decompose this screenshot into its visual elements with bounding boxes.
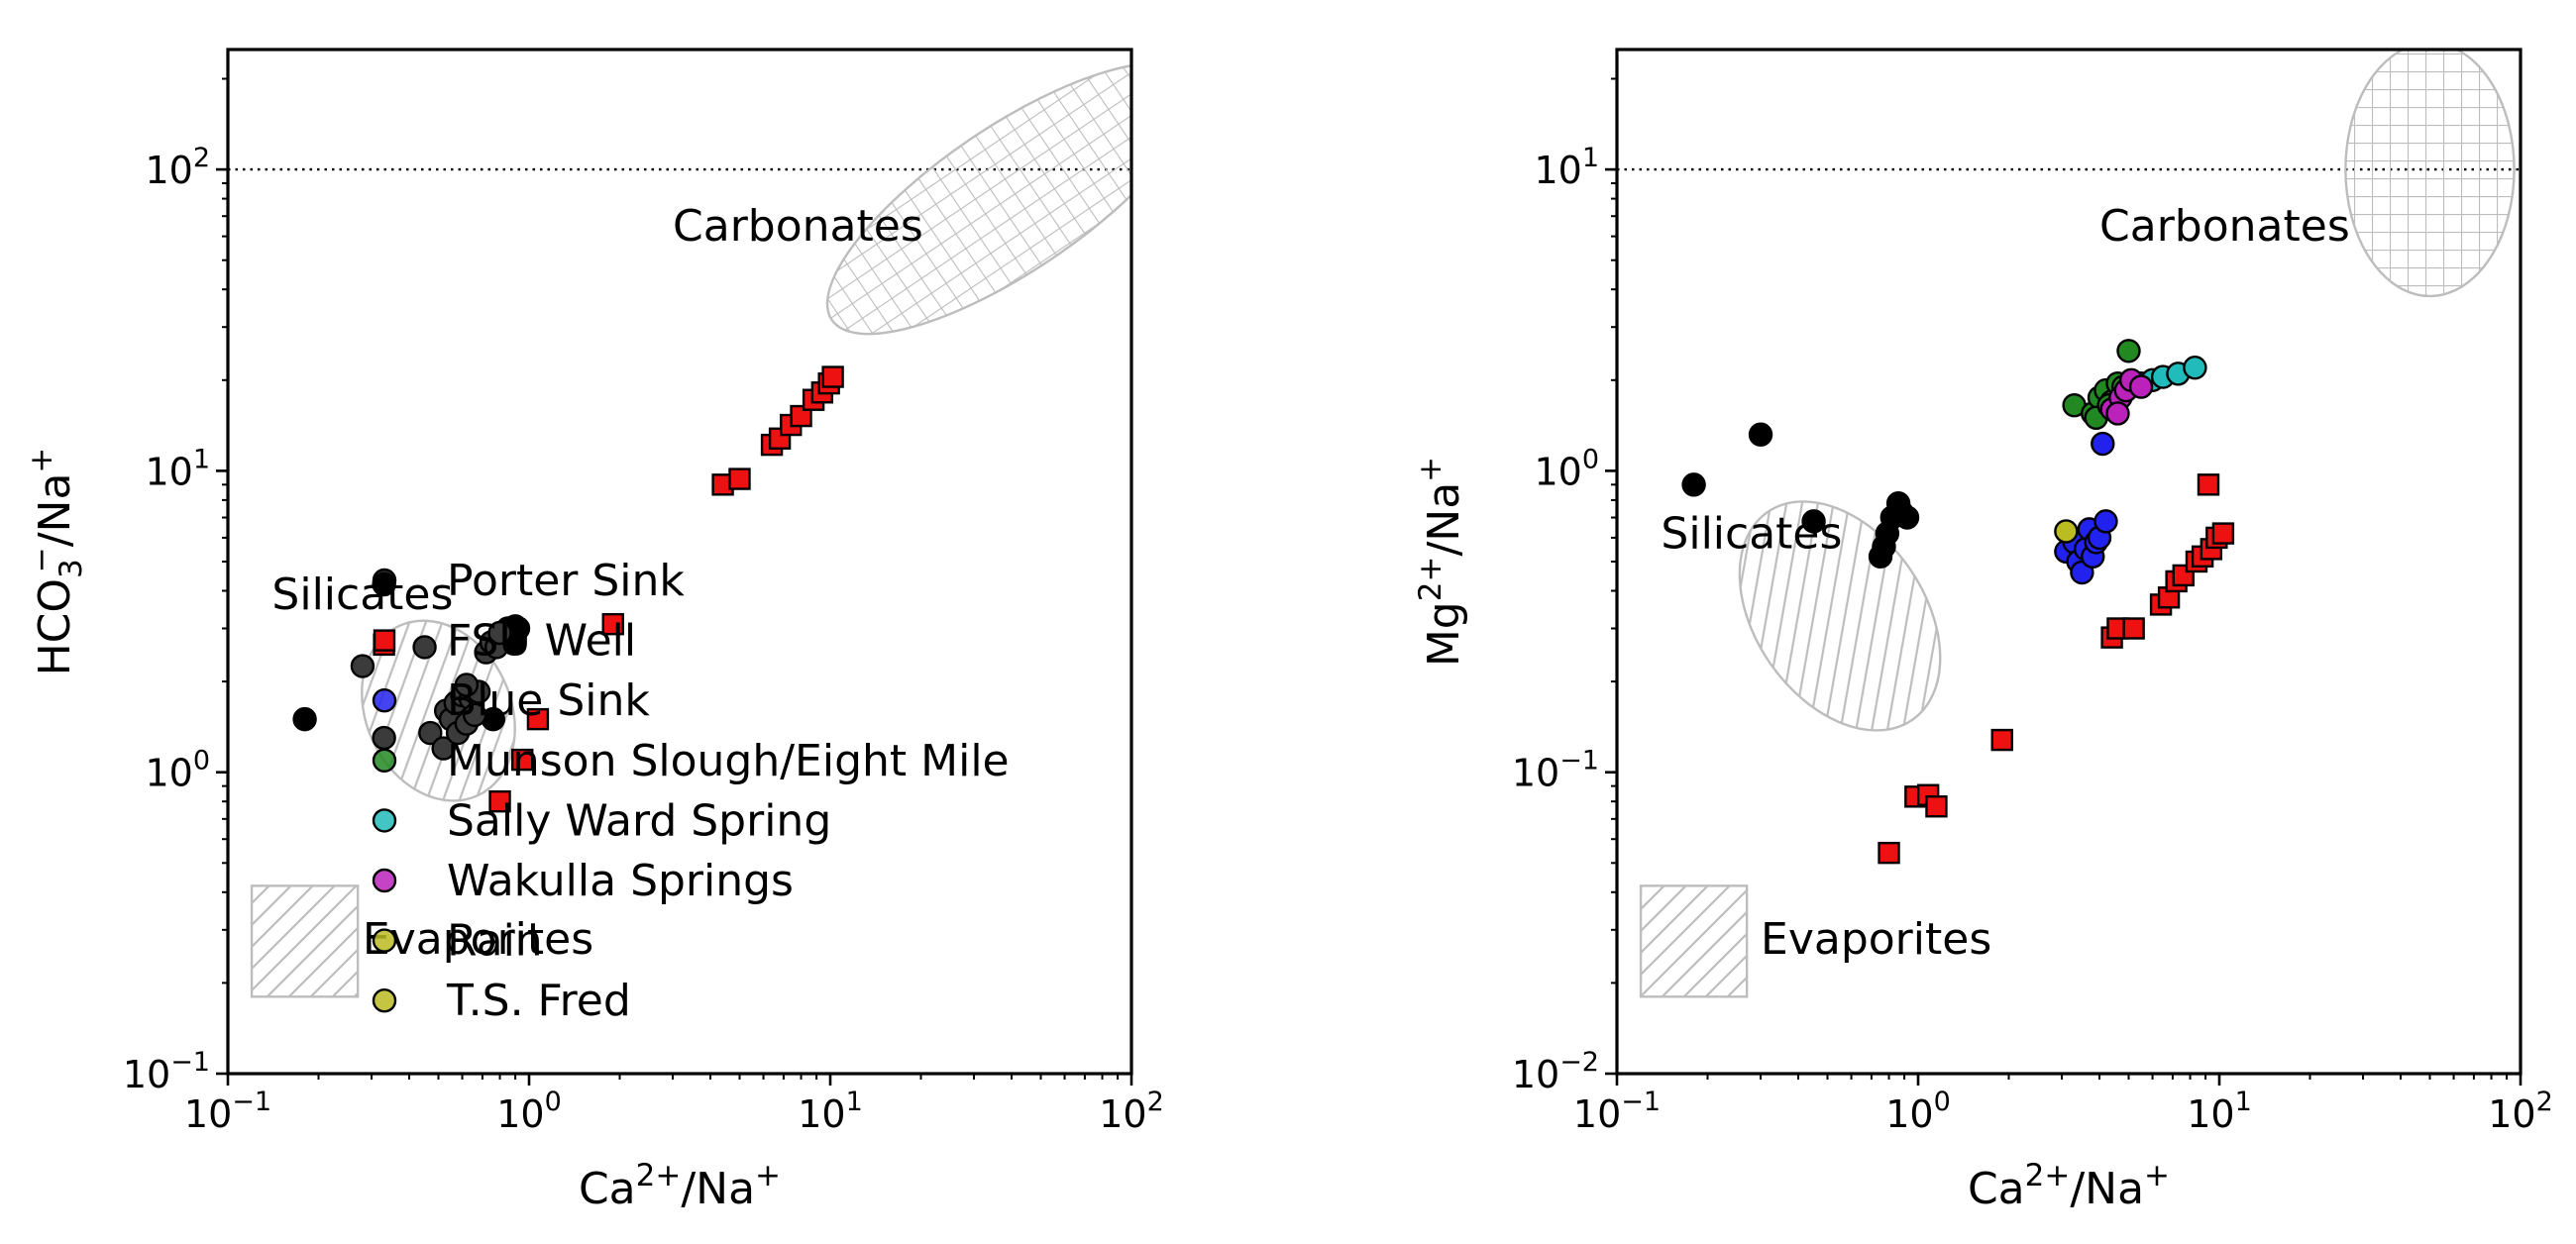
region-label-silicates: Silicates xyxy=(1661,509,1842,560)
x-tick-label: 10−1 xyxy=(184,1087,271,1136)
y-tick-label: 101 xyxy=(145,444,210,493)
y-tick-label: 100 xyxy=(1534,444,1599,493)
data-point xyxy=(372,725,396,751)
data-point xyxy=(350,654,376,678)
data-point xyxy=(790,404,812,428)
series-fsu-well xyxy=(1878,473,2235,865)
region-evaporites xyxy=(1639,884,1749,998)
data-point xyxy=(821,365,844,388)
legend-label: Munson Slough/Eight Mile xyxy=(447,736,1010,786)
region-carbonates xyxy=(825,61,1131,336)
data-point xyxy=(526,707,550,731)
x-axis-label: Ca2+/Na+ xyxy=(579,1158,781,1214)
x-tick-label: 10−1 xyxy=(1573,1087,1661,1136)
legend-marker xyxy=(373,629,396,652)
y-tick-label: 10−1 xyxy=(1512,746,1599,795)
data-point xyxy=(488,789,511,813)
legend-marker xyxy=(372,748,397,773)
y-tick-label: 102 xyxy=(145,143,210,192)
x-tick-label: 100 xyxy=(1885,1087,1951,1136)
legend-label: Sally Ward Spring xyxy=(447,795,831,846)
data-point xyxy=(1925,795,1948,818)
y-axis-label: Mg2+/Na+ xyxy=(1413,457,1469,667)
x-tick-label: 100 xyxy=(496,1087,562,1136)
series-munson-slough-eight-mile xyxy=(350,620,512,761)
region-label-evaporites: Evaporites xyxy=(1761,914,1991,965)
x-tick-label: 102 xyxy=(2488,1087,2553,1136)
data-point xyxy=(601,612,624,636)
data-point xyxy=(2211,522,2235,545)
data-point xyxy=(2093,509,2118,534)
data-point xyxy=(487,620,512,646)
region-evaporites xyxy=(250,884,360,998)
series-rain xyxy=(2054,519,2079,544)
legend-marker xyxy=(372,988,397,1013)
data-point xyxy=(418,720,443,746)
legend-label: FSU Well xyxy=(447,616,636,667)
plot-area xyxy=(1617,50,2521,998)
y-tick-label: 100 xyxy=(145,746,210,795)
y-axis-label: HCO3−/Na+ xyxy=(24,448,89,676)
x-axis-label: Ca2+/Na+ xyxy=(1968,1158,2170,1214)
legend-marker xyxy=(372,928,397,953)
legend-label: Rain xyxy=(447,916,543,967)
data-point xyxy=(2128,374,2154,399)
data-point xyxy=(2122,617,2145,640)
right-panel: Carbonates Silicates Evaporites 10−1 100 101 1… xyxy=(1413,48,2553,1214)
data-point xyxy=(1894,505,1920,530)
data-point xyxy=(511,748,534,772)
legend-label: Porter Sink xyxy=(447,556,685,606)
data-point xyxy=(431,736,456,761)
legend: Porter Sink FSU Well Blue Sink Munson Sloug… xyxy=(372,556,1010,1026)
legend-label: Wakulla Springs xyxy=(447,856,794,906)
data-point xyxy=(2091,431,2115,457)
legend-label: T.S. Fred xyxy=(446,976,631,1026)
legend-marker xyxy=(372,568,397,593)
x-tick-label: 101 xyxy=(2187,1087,2252,1136)
region-label-carbonates: Carbonates xyxy=(2099,201,2350,252)
x-tick-label: 101 xyxy=(798,1087,863,1136)
legend-marker xyxy=(372,808,397,833)
region-carbonates xyxy=(2344,50,2516,298)
legend-label: Blue Sink xyxy=(447,675,650,726)
data-point xyxy=(728,467,751,490)
y-tick-label: 101 xyxy=(1534,143,1599,192)
data-point xyxy=(1990,728,2013,752)
legend-marker xyxy=(372,868,397,893)
data-point xyxy=(1681,472,1706,497)
data-point xyxy=(454,673,480,697)
data-point xyxy=(2183,355,2207,380)
data-point xyxy=(2054,519,2079,544)
region-label-evaporites: Evaporites xyxy=(363,914,593,965)
region-label-silicates: Silicates xyxy=(271,570,453,620)
x-tick-label: 102 xyxy=(1099,1087,1164,1136)
series-wakulla-springs xyxy=(2099,367,2154,426)
series-porter-sink xyxy=(1681,422,1920,570)
data-point xyxy=(1748,422,1773,447)
data-point xyxy=(2197,473,2220,496)
data-point xyxy=(412,635,437,660)
data-point xyxy=(2116,339,2141,363)
y-tick-label: 10−1 xyxy=(123,1047,210,1096)
data-point xyxy=(292,706,317,732)
region-label-carbonates: Carbonates xyxy=(673,201,923,252)
y-tick-label: 10−2 xyxy=(1512,1047,1599,1096)
data-point xyxy=(1878,841,1900,865)
data-point xyxy=(1801,509,1826,534)
plot-area xyxy=(228,61,1131,998)
series-blue-sink xyxy=(2054,431,2118,585)
data-point xyxy=(462,702,487,727)
data-point xyxy=(2105,401,2130,426)
legend-marker xyxy=(372,688,397,713)
